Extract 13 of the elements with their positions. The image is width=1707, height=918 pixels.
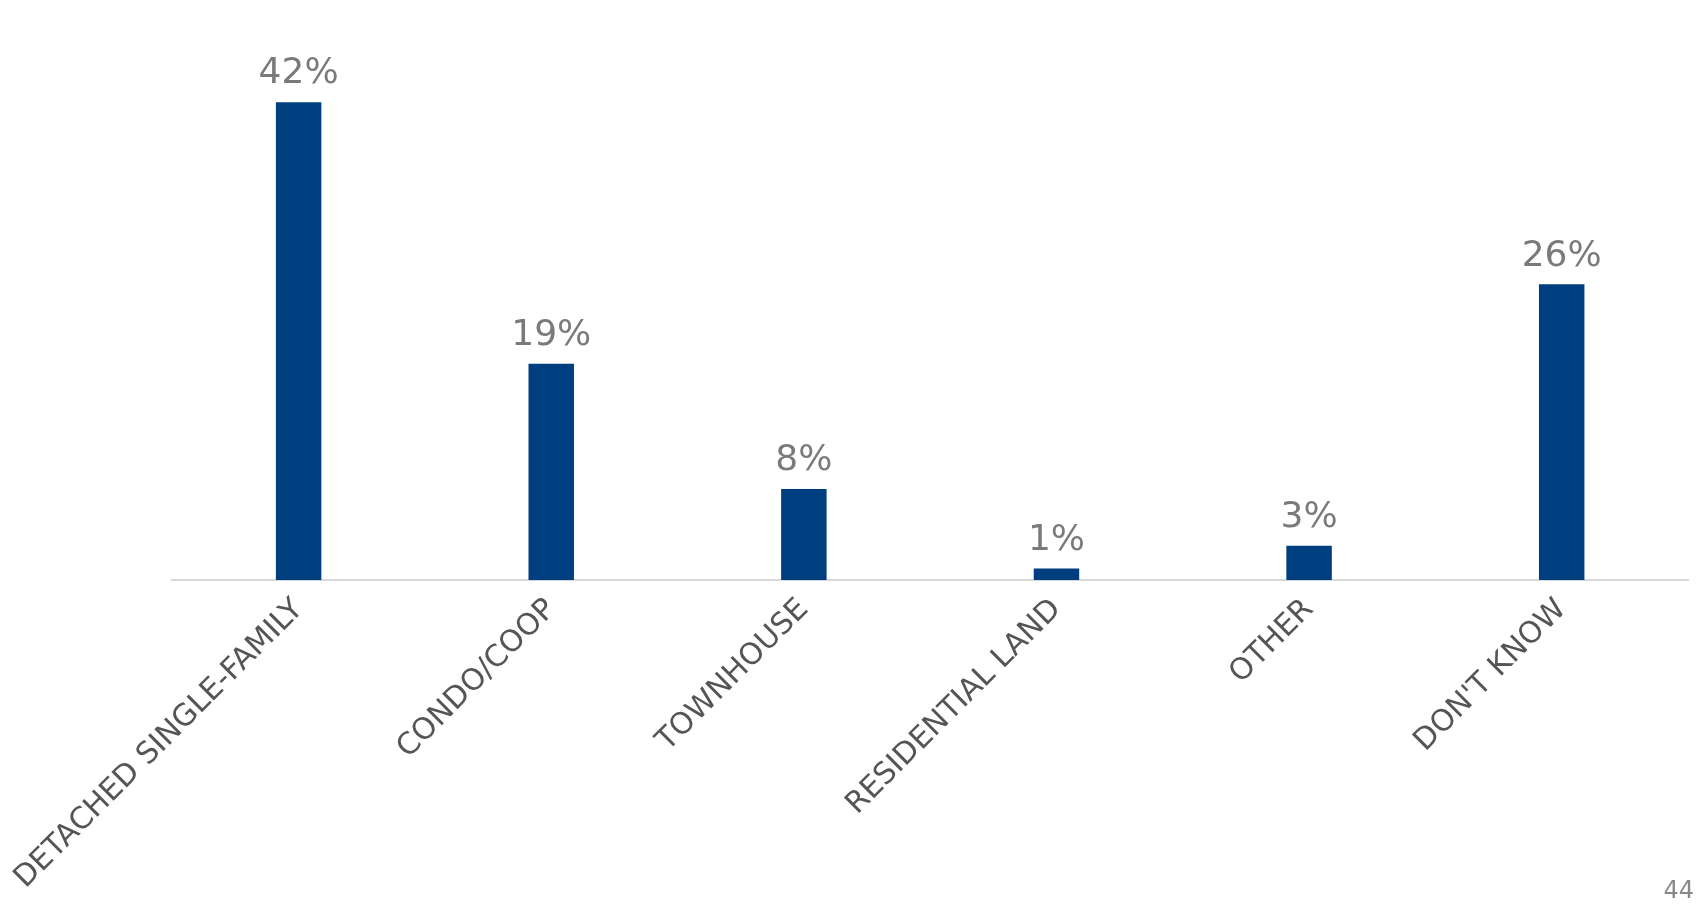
data-label: 1% — [1027, 516, 1086, 558]
bar — [528, 363, 574, 580]
bar — [275, 102, 322, 580]
bar — [1286, 545, 1332, 580]
bar — [1033, 568, 1080, 580]
text: 44 — [1663, 876, 1694, 904]
bar — [1538, 284, 1585, 580]
bar — [781, 488, 827, 580]
data-label: 3% — [1280, 494, 1338, 536]
data-label: 19% — [511, 312, 592, 354]
data-label: 8% — [775, 437, 833, 479]
data-label: 42% — [258, 50, 339, 92]
data-label: 26% — [1521, 232, 1602, 274]
